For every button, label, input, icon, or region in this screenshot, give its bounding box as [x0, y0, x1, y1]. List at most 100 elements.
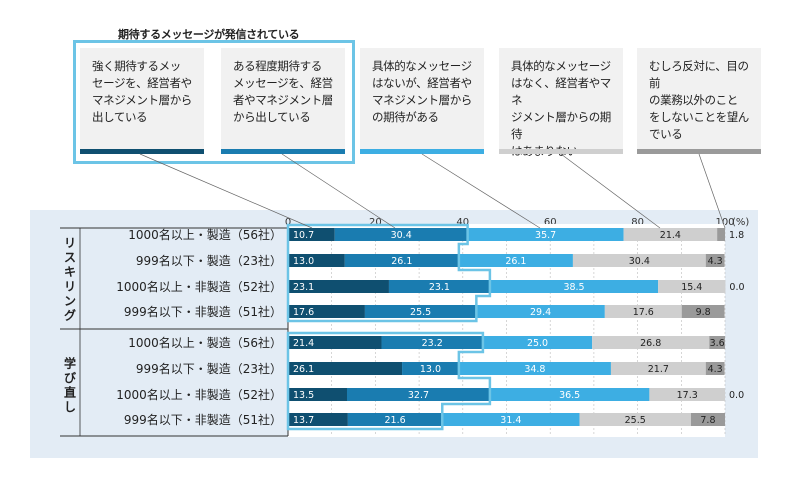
bar-value-label: 13.0: [293, 256, 314, 267]
bar-value-label: 23.1: [293, 282, 314, 293]
legend-color-bar: [360, 149, 484, 154]
bar-segment: [288, 336, 382, 349]
bar-value-label: 21.7: [648, 364, 669, 375]
legend-text-line: セージを、経営者や: [92, 76, 192, 90]
legend-text-line: 具体的なメッセージ: [372, 59, 472, 73]
bar-value-label: 17.6: [293, 307, 314, 318]
bar-value-label: 21.4: [293, 338, 314, 349]
bar-value-label: 32.7: [408, 390, 429, 401]
bar-segment: [402, 362, 459, 375]
leader-line: [560, 153, 661, 229]
bar-segment: [364, 305, 477, 318]
row-label: 999名以下・非製造（51社）: [124, 412, 282, 427]
row-label: 999名以下・製造（23社）: [136, 361, 282, 376]
bar-value-label: 0.0: [729, 390, 744, 401]
legend-category-little: 具体的なメッセージ はなく、経営者やマネ ジメント層からの期待 はあまりない: [499, 48, 623, 158]
row-label: 1000名以上・製造（56社）: [128, 227, 282, 242]
legend-text-line: むしろ反対に、目の前: [649, 59, 749, 90]
bar-value-label: 35.7: [535, 230, 556, 241]
legend-text-line: から出している: [233, 110, 311, 124]
bar-value-label: 1.8: [729, 230, 744, 241]
bar-segment: [476, 305, 605, 318]
legend-text-line: 者やマネジメント層: [233, 93, 333, 107]
bar-value-label: 38.5: [563, 282, 584, 293]
bar-segment: [288, 228, 335, 241]
bar-segment: [592, 336, 710, 349]
leader-line: [281, 153, 396, 229]
bar-value-label: 34.8: [524, 364, 545, 375]
bar-value-label: 9.8: [696, 307, 711, 318]
bar-value-label: 13.0: [420, 364, 441, 375]
group-label-char: 直: [64, 384, 76, 399]
highlight-outline: [286, 223, 492, 323]
x-tick-label: 100: [715, 217, 734, 228]
legend-color-bar: [637, 149, 761, 154]
bar-segment: [623, 228, 718, 241]
highlight-outline: [286, 331, 492, 431]
legend-text-line: の業務以外のこと: [649, 93, 738, 107]
legend-text-line: 具体的なメッセージ: [511, 59, 611, 73]
bar-segment: [381, 336, 483, 349]
x-axis-unit: (%): [732, 217, 749, 228]
row-label: 1000名以上・製造（56社）: [128, 335, 282, 350]
bar-segment: [610, 362, 706, 375]
highlight-frame: [73, 40, 355, 164]
bar-value-label: 30.4: [391, 230, 412, 241]
group-label-char: リ: [64, 236, 76, 250]
bar-segment: [681, 305, 725, 318]
bar-segment: [288, 362, 403, 375]
legend-text-line: ジメント層からの期待: [511, 110, 611, 141]
bar-segment: [572, 254, 706, 267]
group-label-char: グ: [64, 307, 76, 322]
bar-value-label: 26.1: [293, 364, 314, 375]
row-label: 1000名以上・非製造（52社）: [116, 279, 282, 294]
bar-segment: [347, 413, 443, 426]
bar-value-label: 26.1: [505, 256, 526, 267]
bar-segment: [690, 413, 725, 426]
bar-value-label: 4.3: [708, 256, 723, 267]
bar-segment: [649, 388, 725, 401]
bar-value-label: 31.4: [500, 415, 521, 426]
group-label-char: し: [64, 400, 76, 414]
legend-category-implicit: 具体的なメッセージ はないが、経営者や マネジメント層から の期待がある: [360, 48, 484, 154]
bar-value-label: 25.5: [410, 307, 431, 318]
legend-text-line: をしないことを望ん: [649, 110, 749, 124]
legend-text-line: マネジメント層から: [92, 93, 192, 107]
bar-segment: [388, 280, 490, 293]
group-label-char: リ: [64, 279, 76, 293]
bar-segment: [288, 305, 365, 318]
bar-value-label: 26.1: [391, 256, 412, 267]
bar-value-label: 17.6: [633, 307, 654, 318]
legend-category-moderate: ある程度期待する メッセージを、経営 者やマネジメント層 から出している: [221, 48, 345, 154]
bar-segment: [442, 413, 580, 426]
legend-text-line: 強く期待するメッ: [92, 59, 181, 73]
bar-segment: [334, 228, 468, 241]
legend-title: 期待するメッセージが発信されている: [118, 28, 300, 41]
bar-segment: [288, 413, 348, 426]
bar-segment: [458, 362, 611, 375]
bar-value-label: 23.1: [429, 282, 450, 293]
bar-value-label: 25.0: [527, 338, 548, 349]
leader-line: [421, 153, 541, 229]
x-tick-label: 20: [369, 217, 382, 228]
bar-value-label: 15.4: [681, 282, 702, 293]
bar-segment: [346, 388, 490, 401]
group-label-char: び: [64, 370, 77, 385]
bar-segment: [288, 280, 389, 293]
x-tick-label: 40: [456, 217, 469, 228]
bar-segment: [482, 336, 593, 349]
bar-segment: [705, 362, 725, 375]
legend-text-line: メッセージを、経営: [233, 76, 333, 90]
legend-category-strong: 強く期待するメッ セージを、経営者や マネジメント層から 出している: [80, 48, 204, 154]
bar-value-label: 10.7: [293, 230, 314, 241]
bar-segment: [458, 254, 573, 267]
bar-segment: [705, 254, 725, 267]
legend-text-line: でいる: [649, 127, 683, 141]
bar-segment: [579, 413, 691, 426]
bar-segment: [288, 388, 347, 401]
legend-color-bar: [80, 149, 204, 154]
bar-segment: [658, 280, 726, 293]
group-label-char: 学: [64, 355, 76, 370]
legend-text-line: はなく、経営者やマネ: [511, 76, 611, 107]
group-label-char: キ: [64, 265, 76, 279]
